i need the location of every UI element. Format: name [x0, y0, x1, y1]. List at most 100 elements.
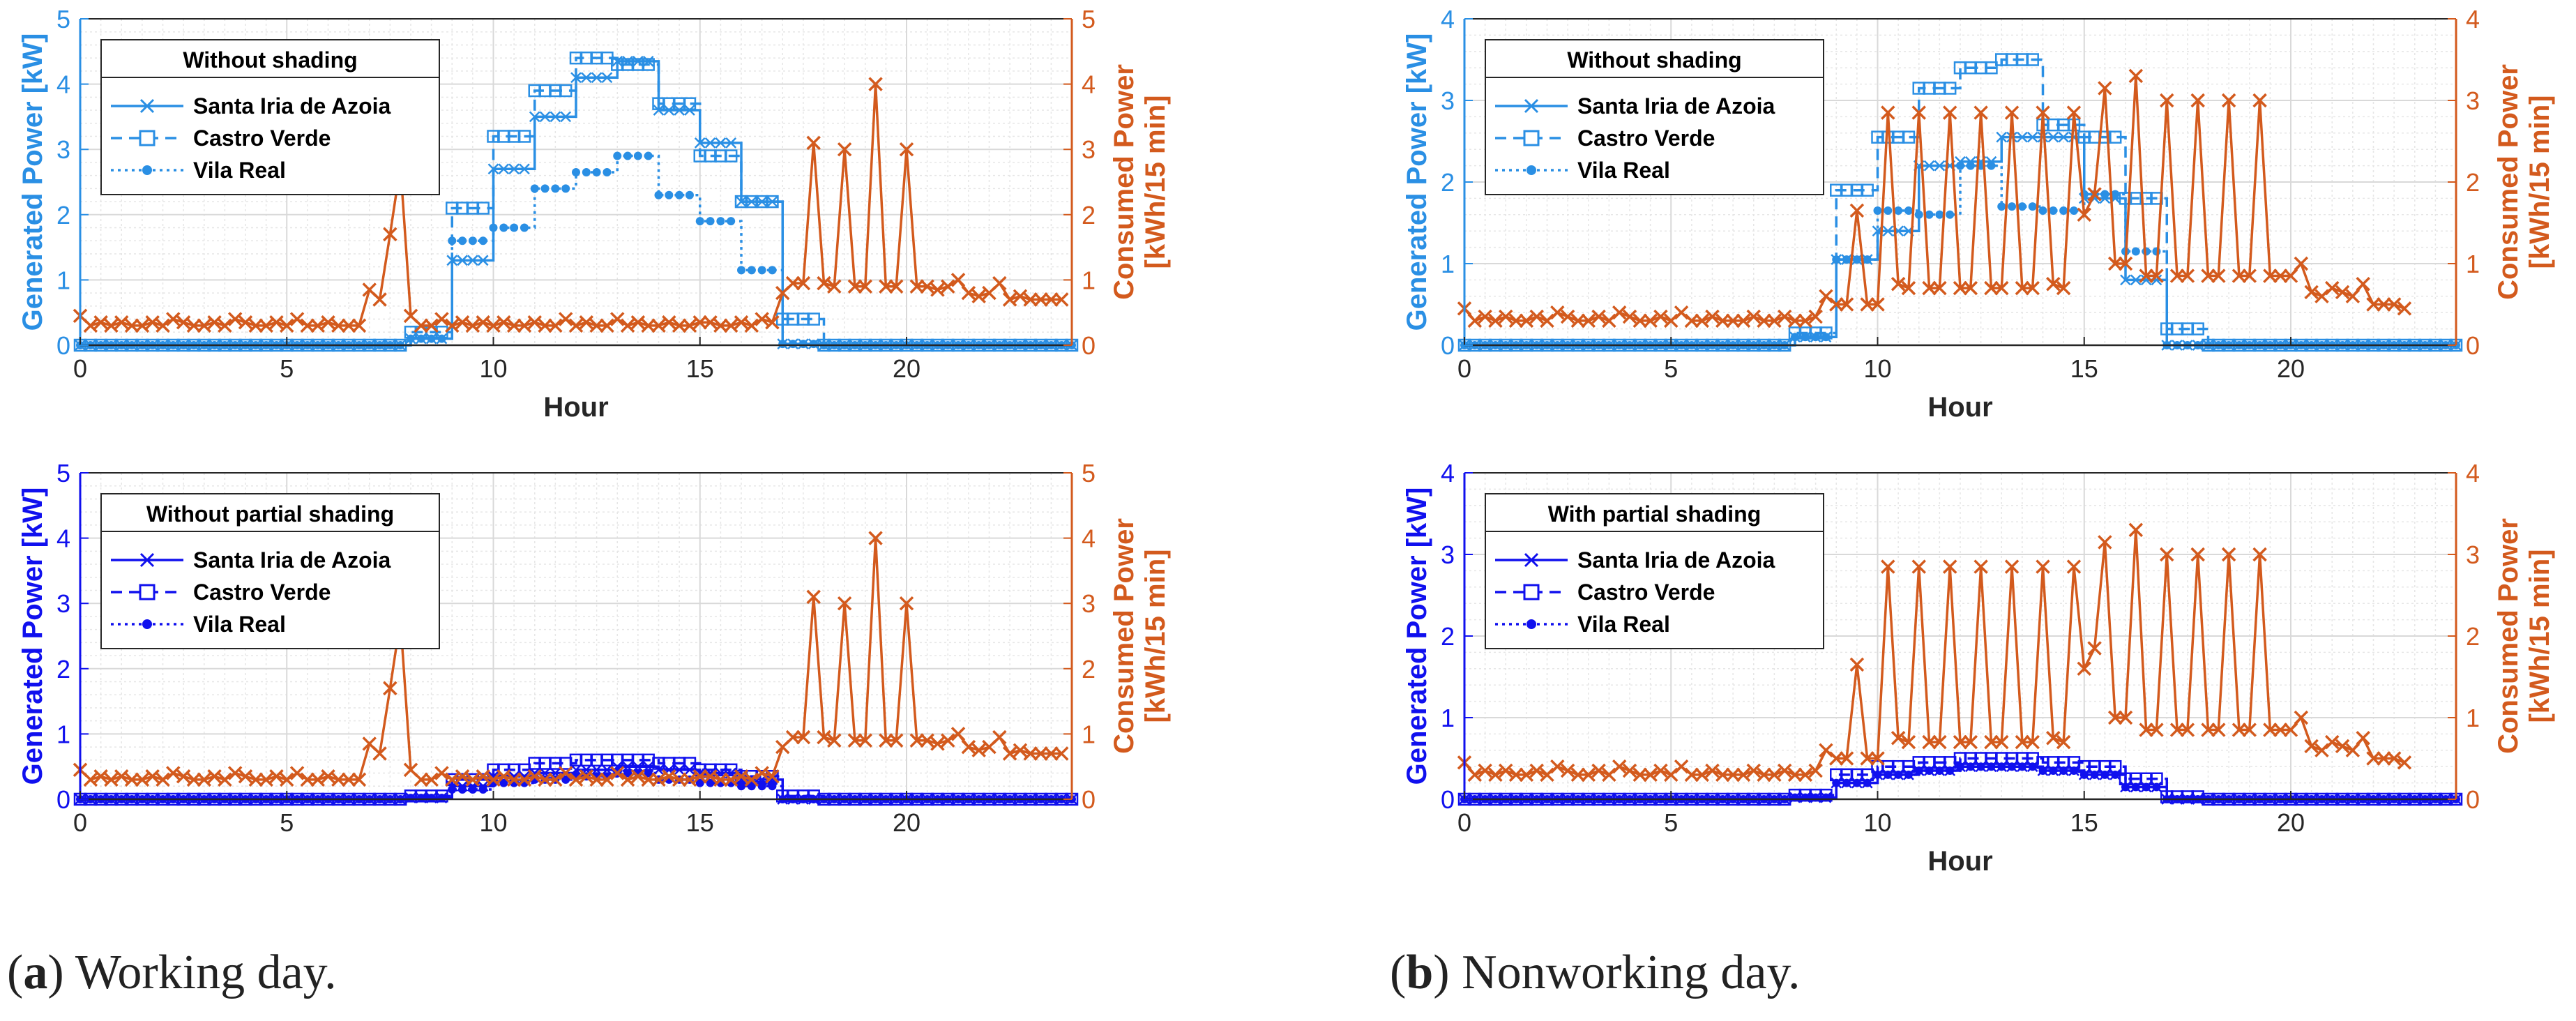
- legend-label: Santa Iria de Azoia: [193, 93, 391, 119]
- consumption-marker: [2004, 105, 2020, 120]
- consumption-marker: [2294, 710, 2309, 725]
- consumption-marker: [2211, 269, 2226, 283]
- generation-marker: [600, 51, 614, 65]
- consumption-marker: [1033, 292, 1048, 307]
- x-axis-label: Hour: [1927, 392, 1992, 423]
- consumption-marker: [723, 772, 738, 787]
- generation-marker: [622, 761, 633, 773]
- generation-marker: [1956, 161, 1964, 170]
- legend-label: Vila Real: [1577, 158, 1670, 183]
- y-axis-label-right: [kWh/15 min]: [1140, 550, 1171, 723]
- generation-marker: [510, 223, 519, 232]
- consumption-marker: [2056, 734, 2071, 750]
- y-tick-label-left: 0: [56, 331, 70, 360]
- legend-label: Castro Verde: [193, 126, 331, 151]
- consumption-marker: [1963, 280, 1978, 296]
- y-tick-label-right: 4: [1082, 524, 1096, 553]
- legend-marker: [1523, 130, 1540, 146]
- generation-marker: [478, 785, 487, 794]
- generation-marker: [725, 137, 737, 149]
- legend-marker: [139, 130, 156, 146]
- generation-marker: [601, 72, 613, 84]
- consumption-marker: [465, 318, 480, 333]
- generation-marker: [2038, 206, 2047, 215]
- consumption-marker: [961, 285, 976, 301]
- generation-marker: [1882, 225, 1894, 237]
- generation-marker: [2069, 766, 2078, 776]
- generation-marker: [1842, 778, 1851, 787]
- y-tick-label-right: 4: [2466, 5, 2480, 33]
- legend-title: With partial shading: [1548, 501, 1761, 527]
- consumption-marker: [2325, 280, 2340, 296]
- y-tick-label-left: 5: [56, 5, 70, 33]
- consumption-marker: [1695, 313, 1709, 328]
- consumption-marker: [321, 769, 335, 784]
- x-tick-label: 15: [686, 808, 714, 837]
- consumption-marker: [1932, 734, 1947, 750]
- generation-marker: [809, 340, 818, 349]
- consumption-marker: [300, 772, 315, 787]
- y-tick-label-left: 4: [56, 70, 70, 99]
- consumption-marker: [1653, 309, 1668, 324]
- generation-marker: [683, 757, 697, 770]
- generation-marker: [561, 184, 570, 193]
- y-tick-label-right: 2: [2466, 622, 2480, 651]
- consumption-marker: [961, 739, 976, 755]
- consumption-marker: [868, 531, 883, 545]
- consumption-marker: [331, 772, 346, 787]
- generation-marker: [1863, 255, 1872, 264]
- consumption-marker: [641, 318, 656, 333]
- consumption-marker: [527, 315, 542, 330]
- consumption-marker: [1705, 763, 1720, 778]
- y-tick-label-left: 4: [56, 524, 70, 553]
- generation-marker: [499, 223, 508, 232]
- generation-marker: [798, 340, 808, 349]
- consumption-marker: [2190, 93, 2205, 108]
- generation-marker: [1925, 210, 1934, 219]
- consumption-marker: [558, 766, 573, 780]
- consumption-marker: [548, 772, 563, 787]
- y-tick-label-right: 1: [2466, 704, 2480, 732]
- generation-marker: [530, 184, 539, 193]
- y-tick-label-left: 3: [1441, 86, 1455, 115]
- generation-marker: [2152, 247, 2161, 256]
- generation-marker: [768, 266, 777, 275]
- consumption-marker: [827, 279, 842, 294]
- generation-marker: [654, 190, 663, 199]
- consumption-marker: [2304, 285, 2319, 300]
- consumption-marker: [950, 727, 966, 741]
- consumption-marker: [2036, 105, 2050, 120]
- consumption-marker: [837, 142, 852, 157]
- consumption-marker: [1478, 763, 1492, 778]
- y-tick-label-right: 3: [2466, 86, 2480, 115]
- consumption-marker: [2077, 207, 2091, 222]
- consumption-marker: [93, 769, 108, 784]
- consumption-marker: [755, 312, 769, 326]
- consumption-marker: [372, 746, 387, 761]
- generation-marker: [807, 312, 820, 326]
- consumption-marker: [341, 318, 356, 333]
- generation-marker: [1987, 161, 1996, 170]
- x-tick-label: 10: [1863, 808, 1891, 837]
- generation-marker: [2028, 762, 2037, 771]
- consumption-marker: [1488, 313, 1503, 328]
- consumption-marker: [207, 769, 222, 784]
- generation-marker: [508, 163, 520, 175]
- caption-text: Nonworking day.: [1449, 946, 1801, 999]
- generation-marker: [601, 764, 613, 776]
- y-tick-label-left: 4: [1441, 459, 1455, 487]
- consumption-marker: [197, 772, 211, 787]
- consumption-marker: [1643, 767, 1658, 782]
- consumption-marker: [197, 318, 211, 333]
- consumption-marker: [434, 312, 449, 326]
- consumption-marker: [269, 315, 284, 330]
- y-tick-label-left: 2: [1441, 622, 1455, 651]
- consumption-marker: [2335, 285, 2350, 300]
- consumption-marker: [796, 729, 811, 745]
- consumption-marker: [1550, 305, 1565, 320]
- consumption-marker: [600, 318, 614, 333]
- consumption-marker: [2066, 105, 2082, 120]
